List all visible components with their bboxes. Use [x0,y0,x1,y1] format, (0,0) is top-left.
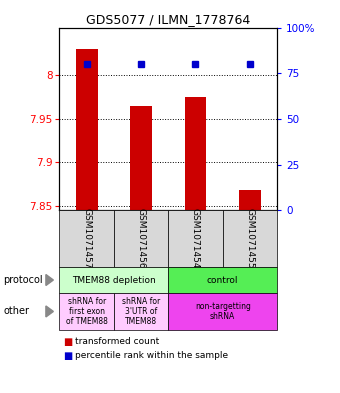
Bar [59,293,114,330]
Text: ■: ■ [63,351,72,361]
Bar [185,97,206,210]
Text: ■: ■ [63,337,72,347]
Bar [130,106,152,210]
Bar [59,210,114,267]
Bar [168,293,277,330]
Text: shRNA for
3'UTR of
TMEM88: shRNA for 3'UTR of TMEM88 [122,297,160,326]
Text: GSM1071454: GSM1071454 [191,209,200,269]
Title: GDS5077 / ILMN_1778764: GDS5077 / ILMN_1778764 [86,13,251,26]
Text: shRNA for
first exon
of TMEM88: shRNA for first exon of TMEM88 [66,297,108,326]
Bar [168,210,223,267]
Text: GSM1071457: GSM1071457 [82,208,91,269]
Text: non-targetting
shRNA: non-targetting shRNA [195,302,251,321]
Bar [59,267,168,293]
Bar [114,293,168,330]
Text: percentile rank within the sample: percentile rank within the sample [75,351,228,360]
Text: TMEM88 depletion: TMEM88 depletion [72,275,156,285]
Text: protocol: protocol [3,275,43,285]
Bar [223,210,277,267]
Bar [114,210,168,267]
Bar [76,49,98,210]
Bar [239,190,261,210]
Text: GSM1071455: GSM1071455 [245,208,254,269]
Text: transformed count: transformed count [75,338,159,346]
Bar [168,267,277,293]
Text: control: control [207,275,238,285]
Text: GSM1071456: GSM1071456 [137,208,146,269]
Text: other: other [3,307,29,316]
